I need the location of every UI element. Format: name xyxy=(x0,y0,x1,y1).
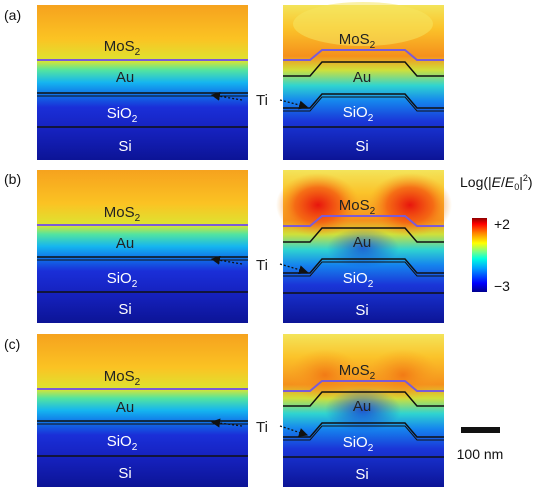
label-sio2: SiO2 xyxy=(343,434,374,454)
au-interface-line xyxy=(283,61,444,77)
panel-c-patterned: MoS2 Au SiO2 Si xyxy=(283,334,444,487)
ti-arrow-left xyxy=(210,255,243,265)
ti-annotation: Ti xyxy=(210,91,309,110)
label-si: Si xyxy=(355,466,368,483)
label-mos2: MoS2 xyxy=(339,362,376,382)
label-au: Au xyxy=(116,399,134,416)
mos2-interface-line xyxy=(283,215,444,227)
label-mos2: MoS2 xyxy=(339,31,376,51)
label-ti: Ti xyxy=(256,92,268,109)
label-si: Si xyxy=(118,465,131,482)
label-mos2: MoS2 xyxy=(104,368,141,388)
label-si: Si xyxy=(118,138,131,155)
ti-arrow-left xyxy=(210,418,243,428)
panel-c: (c) MoS2 Au SiO2 Si MoS2 Au SiO2 Si xyxy=(4,334,444,487)
label-sio2: SiO2 xyxy=(107,105,138,125)
field-map-planar xyxy=(37,334,248,487)
label-au: Au xyxy=(353,69,371,86)
ti-interface-line xyxy=(283,261,444,277)
panel-a-label: (a) xyxy=(4,7,21,23)
label-sio2: SiO2 xyxy=(343,270,374,290)
ti-arrow-right xyxy=(279,263,309,275)
label-si: Si xyxy=(355,138,368,155)
field-map-planar xyxy=(37,170,248,323)
panel-b: (b) MoS2 Au SiO2 Si MoS2 Au SiO2 Si xyxy=(4,170,452,323)
label-si: Si xyxy=(355,302,368,319)
label-sio2: SiO2 xyxy=(107,270,138,290)
ti-annotation: Ti xyxy=(210,418,309,437)
field-hotspot xyxy=(367,349,439,401)
field-coldspot xyxy=(327,228,399,268)
colorbar-min-label: −3 xyxy=(494,278,510,294)
panel-c-label: (c) xyxy=(4,336,20,352)
label-au: Au xyxy=(116,69,134,86)
label-mos2: MoS2 xyxy=(104,38,141,58)
label-mos2: MoS2 xyxy=(104,204,141,224)
label-sio2: SiO2 xyxy=(107,433,138,453)
field-hotspot xyxy=(368,173,452,237)
scale-bar: 100 nm xyxy=(457,427,504,462)
ti-interface-line xyxy=(283,422,444,438)
panel-a-planar: MoS2 Au SiO2 Si xyxy=(37,5,248,160)
panel-c-planar: MoS2 Au SiO2 Si xyxy=(37,334,248,487)
label-ti: Ti xyxy=(256,257,268,274)
label-mos2: MoS2 xyxy=(339,197,376,217)
ti-annotation: Ti xyxy=(210,255,309,275)
colorbar-title: Log(|E/E0|2) xyxy=(460,173,533,192)
ti-arrow-right xyxy=(279,99,309,110)
mos2-interface-line xyxy=(283,49,444,61)
ti-arrow-right xyxy=(279,425,309,437)
colorbar-gradient xyxy=(472,218,487,292)
panel-a-patterned: MoS2 Au SiO2 Si xyxy=(283,2,444,160)
panel-a: (a) MoS2 Au SiO2 Si MoS2 Au SiO2 Si xyxy=(4,2,444,160)
mos2-interface-line xyxy=(283,380,444,392)
panel-b-planar: MoS2 Au SiO2 Si xyxy=(37,170,248,323)
scale-bar-line xyxy=(461,427,500,433)
field-hotspot xyxy=(293,2,433,46)
field-coldspot xyxy=(325,388,401,432)
panel-b-patterned: MoS2 Au SiO2 Si xyxy=(276,170,452,323)
field-hotspot xyxy=(276,173,360,237)
scale-bar-label: 100 nm xyxy=(457,446,504,462)
colorbar: Log(|E/E0|2) +2 −3 xyxy=(460,173,533,294)
panel-b-label: (b) xyxy=(4,171,21,187)
label-au: Au xyxy=(353,234,371,251)
ti-interface-line xyxy=(283,96,444,112)
label-ti: Ti xyxy=(256,419,268,436)
label-sio2: SiO2 xyxy=(343,104,374,124)
field-hotspot xyxy=(289,349,361,401)
label-si: Si xyxy=(118,301,131,318)
label-au: Au xyxy=(353,398,371,415)
au-interface-line xyxy=(283,391,444,407)
ti-arrow-left xyxy=(210,91,243,101)
colorbar-max-label: +2 xyxy=(494,216,510,232)
au-interface-line xyxy=(283,227,444,243)
ti-interface-line xyxy=(283,425,444,441)
field-map-planar xyxy=(37,5,248,160)
label-au: Au xyxy=(116,235,134,252)
